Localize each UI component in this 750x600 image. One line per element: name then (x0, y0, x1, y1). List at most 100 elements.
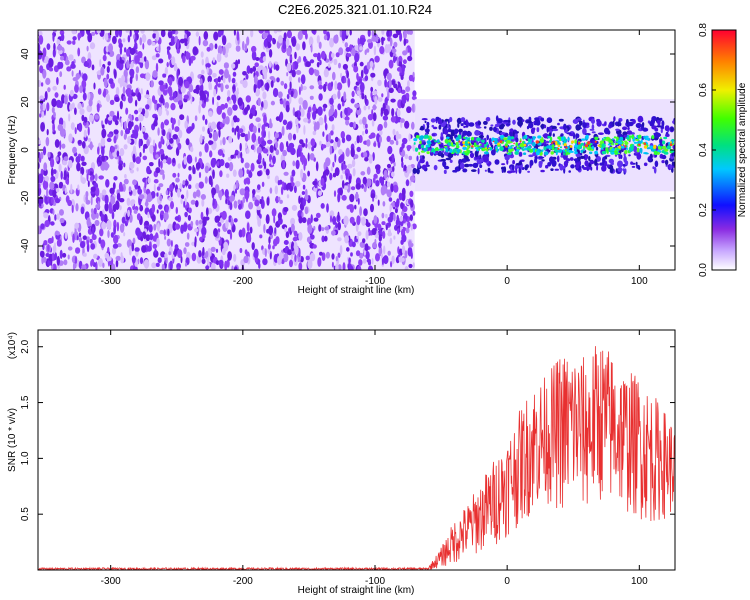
noise-blob (375, 34, 379, 43)
noise-blob (253, 83, 257, 93)
noise-blob (95, 204, 100, 209)
noise-blob (350, 147, 355, 158)
signal-blob (566, 132, 572, 135)
noise-blob (142, 231, 146, 239)
noise-blob (176, 47, 181, 54)
noise-blob (351, 90, 355, 98)
noise-blob (228, 161, 234, 172)
noise-blob (395, 130, 399, 141)
noise-blob (225, 198, 228, 205)
noise-blob (393, 41, 398, 48)
noise-blob (151, 262, 157, 269)
noise-blob (219, 159, 225, 167)
noise-blob (289, 80, 292, 91)
noise-blob (281, 125, 285, 136)
noise-blob (371, 120, 375, 127)
signal-core (418, 136, 424, 141)
noise-blob (227, 200, 231, 206)
noise-blob (178, 129, 183, 139)
signal-core (594, 136, 599, 140)
noise-blob (202, 114, 205, 121)
noise-blob (387, 145, 393, 155)
signal-blob (500, 132, 506, 135)
signal-blob (515, 137, 519, 143)
noise-blob (158, 106, 163, 117)
noise-blob (371, 30, 374, 37)
noise-blob (127, 35, 131, 43)
signal-blob (512, 131, 515, 138)
noise-blob (195, 200, 199, 208)
noise-blob (279, 142, 284, 152)
noise-blob (344, 42, 348, 48)
signal-blob (617, 160, 623, 168)
noise-blob (309, 59, 315, 64)
noise-blob (169, 132, 171, 140)
noise-blob (307, 152, 310, 162)
signal-core (452, 148, 456, 153)
signal-core (532, 147, 537, 150)
signal-core (484, 151, 489, 155)
noise-blob (104, 202, 109, 212)
noise-blob (378, 97, 383, 102)
signal-blob (602, 156, 606, 164)
noise-blob (198, 222, 203, 232)
noise-blob (226, 173, 230, 178)
noise-blob (260, 106, 263, 111)
noise-blob (301, 211, 304, 218)
noise-blob (305, 188, 308, 198)
noise-blob (134, 109, 139, 115)
signal-blob (536, 127, 540, 133)
noise-blob (75, 247, 81, 254)
noise-blob (362, 258, 367, 264)
noise-blob (403, 38, 407, 46)
noise-blob (228, 136, 233, 144)
noise-blob (393, 235, 396, 240)
noise-blob (43, 55, 50, 64)
noise-blob (237, 199, 241, 205)
noise-blob (249, 113, 253, 119)
noise-blob (391, 171, 395, 178)
signal-blob (653, 166, 657, 174)
noise-blob (40, 223, 45, 230)
signal-core (647, 137, 650, 141)
signal-core (523, 141, 526, 145)
noise-blob (119, 198, 125, 203)
noise-blob (346, 134, 352, 142)
noise-blob (152, 243, 158, 249)
signal-core (507, 136, 512, 141)
signal-core (507, 152, 512, 155)
noise-blob (234, 90, 240, 96)
noise-blob (284, 227, 287, 233)
noise-blob (379, 176, 384, 184)
signal-core (649, 145, 654, 150)
noise-blob (169, 184, 174, 193)
noise-blob (115, 200, 120, 211)
noise-blob (386, 30, 389, 37)
noise-blob (375, 253, 380, 262)
signal-blob (491, 149, 496, 156)
signal-core (632, 144, 635, 147)
noise-blob (107, 246, 110, 254)
noise-blob (139, 37, 142, 46)
noise-blob (129, 75, 133, 85)
signal-blob (416, 155, 419, 162)
noise-blob (253, 251, 258, 258)
signal-blob (483, 137, 487, 145)
noise-blob (302, 99, 308, 110)
noise-blob (403, 164, 407, 171)
noise-blob (262, 99, 268, 110)
noise-blob (295, 70, 302, 75)
signal-peak (499, 140, 503, 144)
noise-blob (247, 130, 251, 141)
noise-blob (328, 115, 334, 122)
noise-blob (393, 161, 396, 167)
signal-blob (538, 156, 545, 159)
noise-blob (390, 116, 397, 123)
noise-blob (51, 264, 54, 270)
noise-blob (177, 249, 183, 259)
noise-blob (265, 214, 270, 225)
noise-blob (300, 154, 306, 163)
noise-blob (152, 33, 156, 39)
noise-blob (39, 65, 44, 74)
